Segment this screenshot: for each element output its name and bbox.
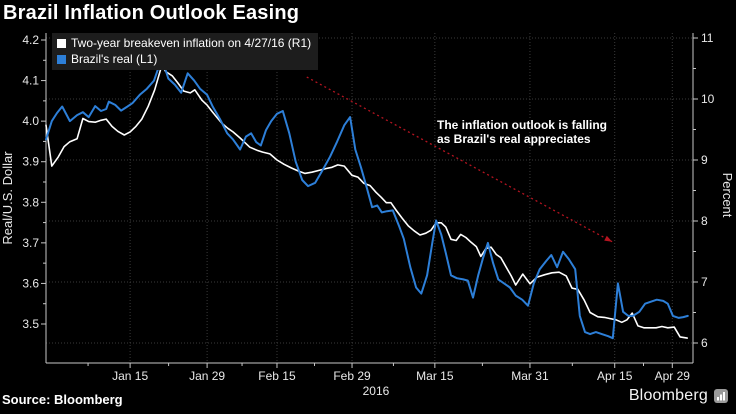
annotation-line1: The inflation outlook is falling: [437, 118, 607, 132]
left-tick-label: 3.6: [22, 276, 39, 290]
annotation-arrow-line: [306, 76, 613, 243]
left-tick-label: 3.7: [22, 236, 39, 250]
annotation-arrowhead: [604, 235, 613, 242]
x-axis-year-label: 2016: [363, 384, 390, 398]
x-tick-label: Feb 29: [333, 369, 371, 383]
right-axis-title: Percent: [720, 173, 735, 218]
left-tick-label: 4.2: [22, 33, 39, 47]
series-line-real: [45, 57, 689, 340]
x-tick-label: Jan 29: [189, 369, 225, 383]
x-tick-label: Apr 29: [655, 369, 691, 383]
left-tick-label: 4.1: [22, 74, 39, 88]
series-line-breakeven: [45, 64, 689, 339]
bloomberg-wordmark: Bloomberg: [628, 387, 708, 404]
left-tick-label: 3.8: [22, 195, 39, 209]
legend-item-breakeven: Two-year breakeven inflation on 4/27/16 …: [57, 35, 311, 51]
source-label: Source: Bloomberg: [2, 392, 123, 407]
right-tick-label: 6: [701, 336, 708, 350]
x-tick-label: Mar 31: [511, 369, 549, 383]
chart-annotation: The inflation outlook is falling as Braz…: [437, 118, 607, 146]
bloomberg-logo: Bloomberg: [629, 387, 728, 405]
right-tick-label: 8: [701, 214, 708, 228]
bar-chart-icon: [714, 389, 728, 403]
right-tick-label: 10: [701, 92, 715, 106]
right-tick-label: 9: [701, 153, 708, 167]
x-tick-label: Apr 15: [597, 369, 633, 383]
legend-swatch-real: [57, 54, 66, 64]
legend-swatch-breakeven: [57, 38, 66, 48]
right-tick-label: 7: [701, 275, 708, 289]
left-axis-title: Real/U.S. Dollar: [0, 151, 15, 245]
annotation-line2: as Brazil's real appreciates: [437, 131, 591, 146]
page-title: Brazil Inflation Outlook Easing: [3, 2, 300, 24]
x-tick-label: Jan 15: [112, 369, 148, 383]
left-tick-label: 4.0: [22, 114, 39, 128]
legend-label-real: Brazil's real (L1): [71, 52, 158, 66]
left-tick-label: 3.9: [22, 155, 39, 169]
legend-label-breakeven: Two-year breakeven inflation on 4/27/16 …: [71, 36, 312, 50]
chart-legend: Two-year breakeven inflation on 4/27/16 …: [52, 33, 319, 70]
right-tick-label: 11: [701, 31, 714, 45]
x-tick-label: Feb 15: [258, 369, 296, 383]
legend-item-real: Brazil's real (L1): [57, 51, 311, 67]
left-tick-label: 3.5: [22, 317, 39, 331]
x-tick-label: Mar 15: [416, 369, 454, 383]
